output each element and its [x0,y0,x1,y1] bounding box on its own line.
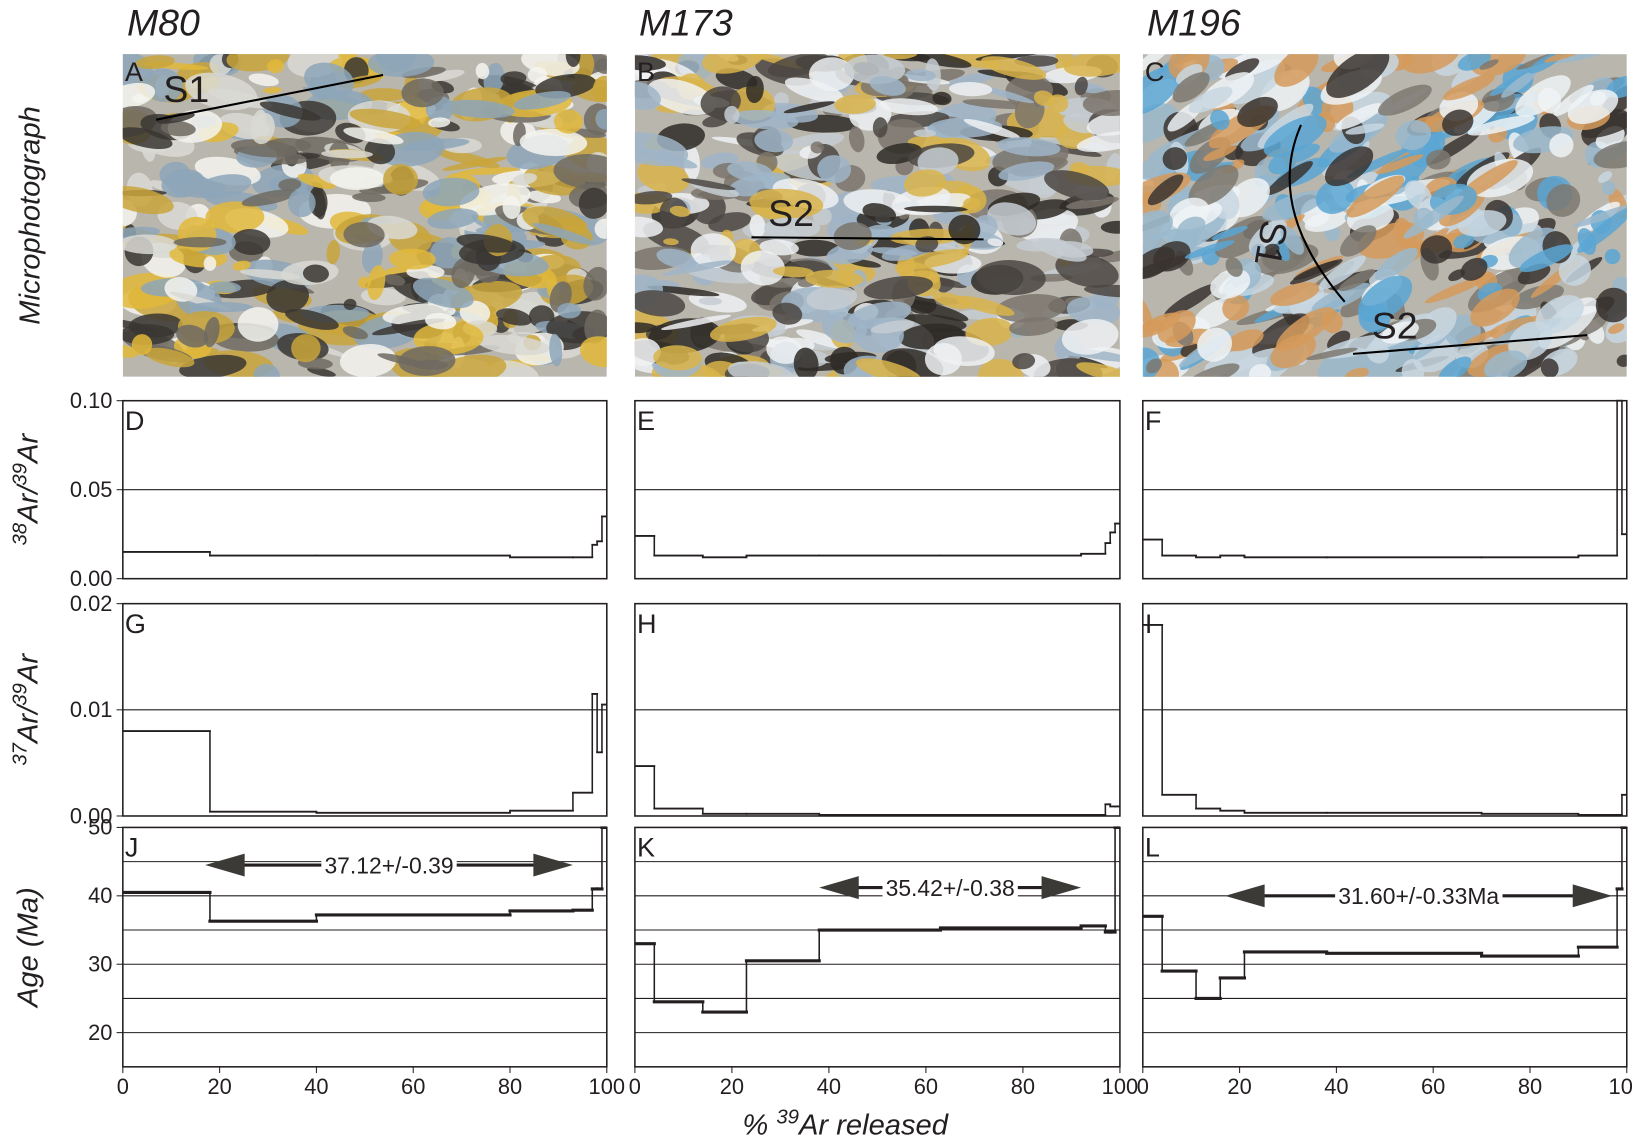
panel-letter: H [637,609,657,639]
panel-letter: A [125,57,143,87]
y-tick-label: 0.02 [70,591,113,616]
x-tick-label: 60 [914,1074,938,1099]
label-part: Ar [12,433,44,465]
panel-letter: J [125,833,139,863]
y-axis-label: 38Ar/39Ar [9,433,44,546]
foliation-label: S2 [768,192,814,234]
plateau-label: 35.42+/-0.38 [886,875,1015,901]
y-tick-label: 30 [88,952,112,977]
photo-texture [1101,221,1135,234]
panel-letter: L [1145,833,1160,863]
panel-letter: K [637,833,655,863]
label-part: 38 [9,522,31,545]
x-tick-label: 60 [1421,1074,1445,1099]
label-part: Ar/ [12,703,44,745]
plateau-label: 37.12+/-0.39 [324,852,453,878]
column-title: M196 [1147,1,1241,43]
panel-letter: G [125,609,146,639]
x-tick-label: 40 [1324,1074,1348,1099]
plot-frame [635,827,1120,1066]
label-part: Age (Ma) [12,887,44,1009]
y-tick-label: 0.10 [70,388,113,413]
y-axis-label: Age (Ma) [12,887,44,1009]
arrow-head [205,854,245,877]
x-tick-label: 80 [1518,1074,1542,1099]
panel-letter: I [1145,609,1153,639]
y-tick-label: 50 [88,815,112,840]
x-tick-label: 20 [1227,1074,1251,1099]
panel-letter: D [125,406,145,436]
x-tick-label: 60 [401,1074,425,1099]
x-tick-label: 80 [498,1074,522,1099]
x-tick-label: 100 [1102,1074,1138,1099]
foliation-label: S1 [1247,217,1296,269]
arrow-head [1225,884,1265,907]
y-tick-label: 40 [88,883,112,908]
photo: B S2 [605,37,1151,396]
label-part: 39 [776,1106,799,1128]
label-part: 39 [9,683,31,706]
label-part: 37 [9,742,31,765]
photo-axis-label: Microphotograph [15,106,47,325]
step-series [1143,401,1627,558]
x-axis-label: % 39Ar released [742,1106,948,1141]
step-series [1143,827,1627,998]
y-tick-label: 0.01 [70,697,113,722]
label-part: 39 [9,463,31,486]
panel-letter: F [1145,406,1162,436]
photo: A S1 [90,38,626,390]
x-tick-label: 20 [207,1074,231,1099]
plateau-label: 31.60+/-0.33Ma [1338,883,1499,909]
figure: Microphotograph M80 M173 M196 A S1 B S2 C S1 S2 0.… [0,0,1632,1148]
x-tick-label: 0 [1137,1074,1149,1099]
step-series [1143,625,1627,815]
step-series [635,524,1120,558]
panel-letter: C [1145,57,1165,87]
label-part: Ar released [797,1109,949,1141]
step-series [123,516,607,557]
step-series [635,766,1120,815]
x-tick-label: 40 [817,1074,841,1099]
x-tick-label: 0 [629,1074,641,1099]
x-tick-label: 100 [589,1074,625,1099]
y-axis-label: 37Ar/39Ar [9,653,44,766]
panel-letter: B [637,57,655,87]
x-tick-label: 0 [117,1074,129,1099]
arrow-head [533,854,573,877]
x-tick-label: 100 [1609,1074,1632,1099]
photo: C S1 S2 [1117,29,1632,399]
photo-texture [613,322,657,333]
foliation-label: S2 [1372,304,1418,346]
foliation-label: S1 [163,68,209,110]
x-tick-label: 20 [720,1074,744,1099]
column-title: M173 [639,1,733,43]
arrow-head [1573,884,1613,907]
label-part: % [742,1109,776,1141]
x-tick-label: 40 [304,1074,328,1099]
y-tick-label: 0.00 [70,566,113,591]
photo-texture [330,167,385,190]
label-part: Ar [12,653,44,685]
panel-letter: E [637,406,655,436]
y-tick-label: 0.05 [70,477,113,502]
column-title: M80 [127,1,200,43]
plot-frame [1143,827,1627,1066]
label-part: Ar/ [12,483,44,525]
step-series [123,694,607,813]
x-tick-label: 80 [1011,1074,1035,1099]
y-tick-label: 20 [88,1020,112,1045]
step-series [635,827,1120,1012]
